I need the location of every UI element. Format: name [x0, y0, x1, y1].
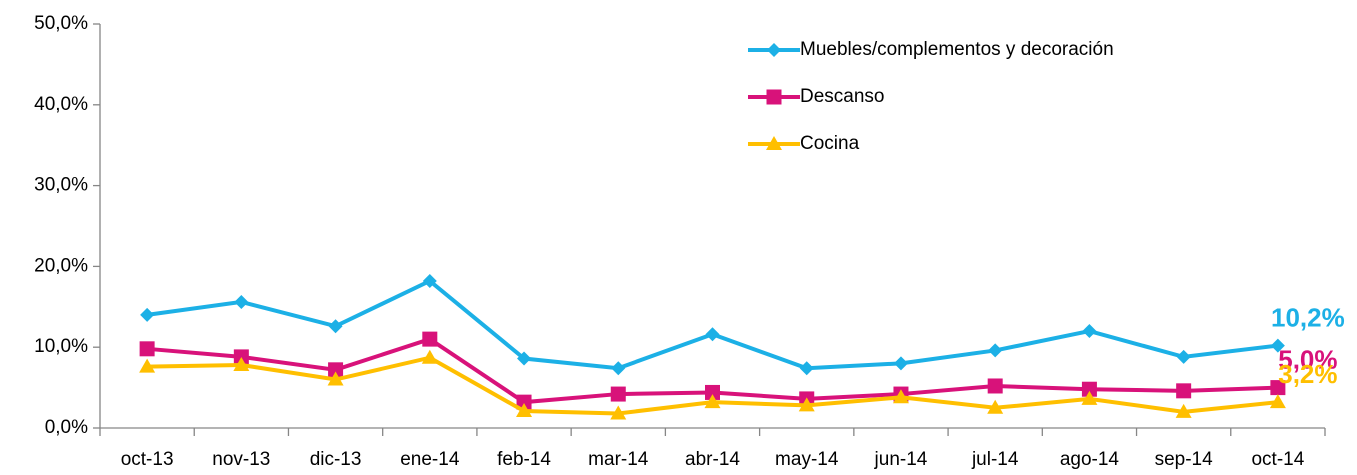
- data-point: [1081, 390, 1098, 405]
- data-point: [1176, 383, 1192, 399]
- series-line: [146, 278, 1279, 371]
- data-point: [327, 371, 344, 386]
- data-point: [705, 327, 720, 342]
- x-tick-label: may-14: [775, 449, 839, 470]
- data-point: [139, 341, 155, 357]
- data-point: [705, 384, 720, 400]
- data-point: [1270, 380, 1286, 396]
- legend-marker: [766, 136, 782, 150]
- data-point: [516, 403, 533, 418]
- data-label: 5,0%: [1278, 344, 1337, 374]
- data-point: [1082, 324, 1097, 339]
- data-point: [893, 356, 908, 371]
- x-tick-label: ene-14: [400, 449, 460, 470]
- data-point: [611, 361, 626, 376]
- data-point: [1176, 349, 1191, 364]
- data-point: [328, 362, 344, 378]
- data-label: 10,2%: [1271, 302, 1345, 332]
- data-label: 3,2%: [1278, 359, 1337, 389]
- x-tick-label: mar-14: [588, 449, 649, 470]
- x-tick-label: jun-14: [874, 449, 928, 470]
- data-point: [799, 361, 814, 376]
- data-point: [987, 378, 1003, 394]
- x-tick-label: abr-14: [685, 449, 740, 470]
- data-point: [610, 405, 627, 420]
- data-point: [798, 397, 815, 412]
- data-point: [610, 386, 626, 402]
- data-point: [422, 273, 437, 288]
- data-point: [140, 307, 155, 322]
- x-tick-label: feb-14: [497, 449, 551, 470]
- x-tick-label: oct-14: [1251, 449, 1304, 470]
- data-point: [704, 394, 721, 409]
- data-point: [234, 294, 249, 309]
- x-tick-label: jul-14: [971, 449, 1019, 470]
- legend-label: Muebles/complementos y decoración: [800, 39, 1114, 60]
- legend-label: Cocina: [800, 133, 860, 154]
- data-point: [139, 358, 156, 373]
- data-point: [1270, 338, 1285, 353]
- data-point: [233, 356, 250, 371]
- data-point: [517, 351, 532, 366]
- data-point: [421, 349, 438, 364]
- data-point: [1269, 394, 1286, 409]
- y-tick-label: 30,0%: [34, 175, 88, 196]
- data-point: [422, 331, 438, 347]
- x-tick-label: ago-14: [1060, 449, 1120, 470]
- x-tick-label: dic-13: [310, 449, 362, 470]
- x-tick-label: oct-13: [121, 449, 174, 470]
- data-point: [988, 343, 1003, 358]
- data-point: [987, 399, 1004, 414]
- x-tick-label: sep-14: [1155, 449, 1214, 470]
- data-point: [1175, 403, 1192, 418]
- y-tick-label: 40,0%: [34, 94, 88, 115]
- y-tick-label: 50,0%: [34, 13, 88, 34]
- legend-marker: [767, 43, 781, 57]
- legend-label: Descanso: [800, 86, 885, 107]
- y-tick-label: 20,0%: [34, 255, 88, 276]
- y-tick-label: 10,0%: [34, 336, 88, 357]
- data-point: [1081, 381, 1097, 397]
- data-point: [233, 349, 249, 365]
- legend-marker: [766, 89, 782, 105]
- data-point: [892, 389, 909, 404]
- x-tick-label: nov-13: [212, 449, 270, 470]
- data-point: [328, 319, 343, 334]
- data-point: [516, 394, 532, 410]
- y-tick-label: 0,0%: [45, 417, 88, 438]
